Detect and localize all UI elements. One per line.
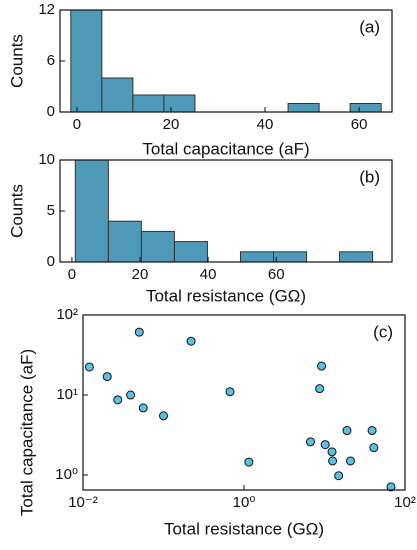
bar: [239, 251, 275, 263]
point: [369, 443, 379, 453]
x-axis-title: Total capacitance (aF): [142, 139, 309, 158]
x-tick-label: 60: [351, 116, 368, 133]
point: [186, 336, 196, 346]
y-tick-label: 12: [38, 1, 55, 18]
bar: [349, 103, 382, 113]
point: [334, 471, 344, 481]
bar: [107, 220, 142, 263]
bar: [339, 251, 374, 263]
point: [305, 437, 315, 447]
y-tick-label: 0: [47, 253, 55, 270]
x-axis-title: Total resistance (GΩ): [146, 286, 306, 305]
y-tick-label: 0: [47, 103, 55, 120]
point: [113, 395, 123, 405]
x-tick-label: 40: [200, 266, 217, 283]
point: [328, 456, 338, 466]
bar: [287, 103, 320, 113]
point: [159, 411, 168, 421]
x-tick-label: 10⁻²: [68, 494, 98, 511]
y-tick-label: 10¹: [56, 386, 78, 403]
point: [315, 384, 325, 394]
x-tick-label: 10⁰: [233, 494, 256, 511]
point: [225, 387, 235, 397]
point: [102, 372, 112, 382]
x-tick-label: 20: [163, 116, 180, 133]
bar: [74, 159, 109, 263]
point: [134, 327, 144, 337]
point: [244, 457, 254, 467]
point: [342, 426, 352, 436]
x-tick-label: 10²: [394, 494, 416, 511]
bar: [173, 241, 208, 263]
x-tick-label: 20: [132, 266, 149, 283]
panel-label: (c): [373, 322, 393, 341]
x-axis-title: Total resistance (GΩ): [164, 519, 324, 538]
bar: [132, 94, 165, 113]
y-tick-label: 10²: [56, 306, 78, 323]
panel-label: (a): [359, 17, 380, 36]
y-axis-title: Counts: [7, 34, 26, 88]
point: [327, 447, 337, 457]
axes-frame: [82, 314, 406, 491]
bar: [140, 230, 175, 263]
bar: [273, 251, 308, 263]
point: [84, 362, 94, 372]
point: [386, 482, 396, 492]
x-tick-label: 0: [73, 116, 81, 133]
bar: [101, 77, 134, 113]
point: [138, 403, 148, 413]
y-axis-title: Total capacitance (aF): [17, 349, 36, 516]
bar: [163, 94, 196, 113]
x-tick-label: 60: [268, 266, 285, 283]
y-tick-label: 5: [47, 202, 55, 219]
point: [317, 361, 327, 371]
x-tick-label: 40: [257, 116, 274, 133]
y-tick-label: 10⁰: [55, 466, 78, 483]
y-axis-title: Counts: [7, 184, 26, 238]
y-tick-label: 6: [47, 52, 55, 69]
point: [367, 426, 377, 436]
point: [126, 390, 136, 400]
point: [320, 440, 330, 450]
x-tick-label: 0: [68, 266, 76, 283]
bar: [70, 9, 103, 113]
panel-label: (b): [359, 167, 380, 186]
y-tick-label: 10: [38, 151, 55, 168]
point: [345, 456, 355, 466]
